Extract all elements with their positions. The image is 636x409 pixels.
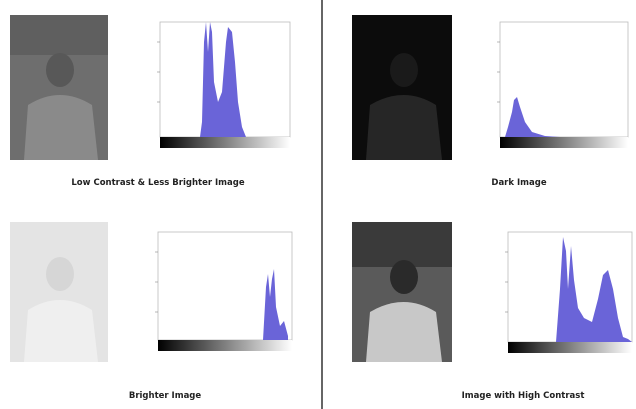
histogram: [155, 231, 293, 351]
caption: Dark Image: [491, 178, 546, 188]
histogram: [157, 21, 291, 148]
photo: [10, 15, 108, 160]
histogram: [497, 21, 629, 148]
histogram: [505, 231, 633, 353]
photo: [352, 222, 452, 362]
photo: [10, 222, 108, 362]
photo: [352, 15, 452, 160]
caption: Image with High Contrast: [462, 391, 585, 401]
caption: Brighter Image: [129, 391, 202, 401]
caption: Low Contrast & Less Brighter Image: [71, 178, 244, 188]
